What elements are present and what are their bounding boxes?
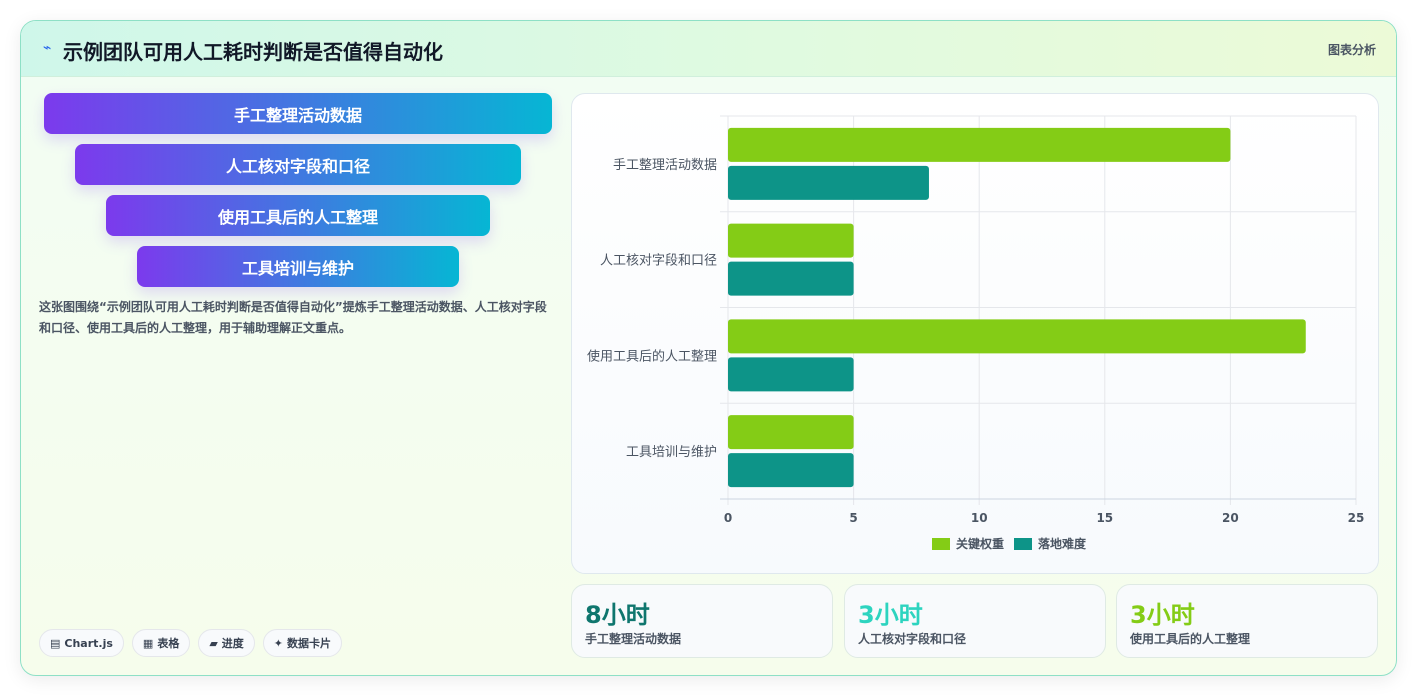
chart-analysis-tag: 图表分析 — [1327, 43, 1376, 57]
header: ⌁ 示例团队可用人工耗时判断是否值得自动化 图表分析 — [21, 21, 1396, 77]
y-category-label: 手工整理活动数据 — [613, 158, 717, 173]
chip-table[interactable]: ▦ 表格 — [131, 629, 191, 657]
kpi-label: 手工整理活动数据 — [585, 632, 682, 646]
dashboard-card: ⌁ 示例团队可用人工耗时判断是否值得自动化 图表分析 手工整理活动数据 人工核对… — [20, 20, 1397, 676]
y-category-label: 人工核对字段和口径 — [600, 254, 717, 269]
funnel-stage-2: 人工核对字段和口径 — [75, 144, 521, 185]
table-icon: ▦ — [142, 636, 154, 650]
bar — [728, 415, 854, 450]
card-icon: ✦ — [273, 636, 284, 650]
progress-icon: ▰ — [209, 636, 218, 650]
chip-chartjs[interactable]: ▤ Chart.js — [39, 629, 124, 657]
legend-label: 关键权重 — [956, 536, 1004, 551]
kpi-value: 3小时 — [1130, 601, 1195, 629]
x-tick-label: 20 — [1222, 511, 1239, 525]
legend-swatch — [1014, 538, 1032, 550]
chip-label: 进度 — [221, 637, 244, 650]
y-category-label: 使用工具后的人工整理 — [587, 348, 717, 364]
funnel-stage-1: 手工整理活动数据 — [44, 93, 552, 134]
bar — [728, 127, 1231, 162]
chart-icon: ▤ — [50, 636, 61, 650]
bar-chart: 0 5 10 15 20 25 手工整理活动数据人工核对字段和口径使用工具后的人工整理工具培… — [587, 115, 1365, 551]
funnel-stage-4: 工具培训与维护 — [137, 246, 459, 287]
kpi-card-1: 8小时 手工整理活动数据 — [571, 584, 833, 658]
x-tick-label: 10 — [971, 511, 988, 525]
kpi-card-3: 3小时 使用工具后的人工整理 — [1116, 584, 1378, 658]
funnel-stage-3: 使用工具后的人工整理 — [106, 195, 490, 236]
kpi-value: 8小时 — [585, 601, 650, 629]
legend-swatch — [932, 538, 950, 550]
x-tick-label: 0 — [724, 511, 732, 525]
x-tick-label: 15 — [1096, 511, 1113, 525]
bar — [728, 453, 854, 488]
page-title: 示例团队可用人工耗时判断是否值得自动化 — [63, 40, 443, 64]
y-category-label: 工具培训与维护 — [626, 444, 717, 460]
chip-progress[interactable]: ▰ 进度 — [198, 629, 255, 657]
legend-label: 落地难度 — [1038, 536, 1087, 551]
kpi-label: 使用工具后的人工整理 — [1130, 632, 1251, 646]
bar — [728, 357, 854, 392]
chip-label: 数据卡片 — [287, 637, 332, 650]
kpi-card-2: 3小时 人工核对字段和口径 — [844, 584, 1106, 658]
feature-chips: ▤ Chart.js ▦ 表格 ▰ 进度 ✦ 数据卡片 — [39, 629, 343, 657]
x-tick-label: 25 — [1348, 511, 1365, 525]
sparkle-icon: ⌁ — [43, 40, 52, 56]
chip-label: 表格 — [157, 637, 180, 650]
kpi-value: 3小时 — [858, 601, 923, 629]
x-tick-label: 5 — [849, 511, 857, 525]
bar — [728, 223, 854, 258]
description: 这张图围绕“示例团队可用人工耗时判断是否值得自动化”提炼手工整理活动数据、人工核… — [39, 300, 547, 335]
kpi-label: 人工核对字段和口径 — [858, 632, 967, 646]
chip-label: Chart.js — [64, 636, 113, 650]
bar — [728, 261, 854, 296]
chip-data-card[interactable]: ✦ 数据卡片 — [262, 629, 343, 657]
chart-panel: 0 5 10 15 20 25 手工整理活动数据人工核对字段和口径使用工具后的人工整理工具培… — [571, 93, 1379, 574]
bar — [728, 319, 1306, 354]
bar — [728, 165, 929, 200]
